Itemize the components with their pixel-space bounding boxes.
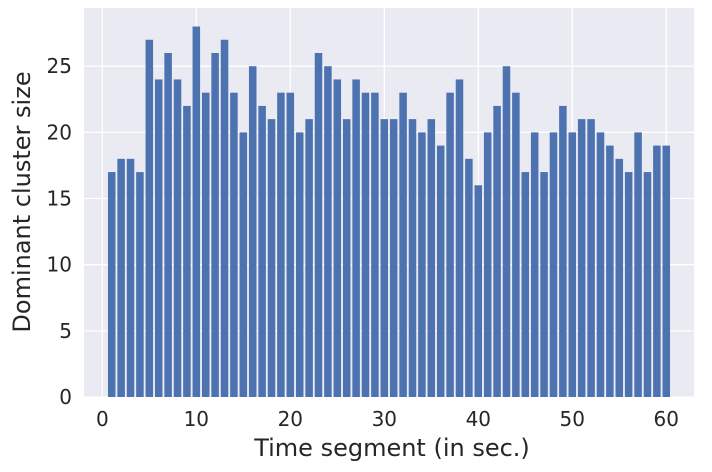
bar <box>493 105 501 398</box>
bar <box>211 52 219 398</box>
y-tick-label: 20 <box>47 120 72 144</box>
bar <box>371 92 379 398</box>
x-axis-label: Time segment (in sec.) <box>253 434 530 462</box>
bar <box>173 79 182 398</box>
bar <box>230 92 238 398</box>
bar <box>568 132 577 397</box>
bar <box>352 79 360 398</box>
bar <box>446 92 454 398</box>
y-tick-label: 15 <box>47 187 72 211</box>
bar <box>192 26 201 398</box>
bar <box>418 132 426 397</box>
bar <box>239 132 248 397</box>
bar <box>136 172 144 397</box>
bar <box>474 185 483 397</box>
y-tick-label: 25 <box>47 54 72 78</box>
bar <box>596 132 605 397</box>
bar <box>361 92 370 398</box>
bar <box>587 119 595 398</box>
bar <box>615 158 624 397</box>
bar <box>117 158 125 397</box>
bar <box>154 79 163 398</box>
x-tick-label: 60 <box>654 407 679 431</box>
bar <box>455 79 464 398</box>
y-axis-label: Dominant cluster size <box>8 71 36 332</box>
bar <box>333 79 342 398</box>
bar <box>559 105 567 398</box>
x-tick-label: 50 <box>560 407 585 431</box>
bar <box>164 52 172 398</box>
bar <box>436 145 445 397</box>
bar <box>389 119 398 398</box>
bar <box>540 172 548 397</box>
bar <box>324 66 332 398</box>
bar <box>295 132 304 397</box>
bar <box>201 92 210 398</box>
y-tick-label: 0 <box>59 385 72 409</box>
y-tick-label: 10 <box>47 253 72 277</box>
bar <box>624 172 633 397</box>
bar <box>286 92 295 398</box>
bar <box>634 132 642 397</box>
x-tick-label: 10 <box>184 407 209 431</box>
y-tick-labels: 0 5 10 15 20 25 <box>47 54 72 409</box>
bar <box>577 119 586 398</box>
bar <box>653 145 661 397</box>
bar <box>258 105 266 398</box>
bar <box>183 105 191 398</box>
bar <box>380 119 389 398</box>
bar <box>408 119 417 398</box>
x-tick-label: 0 <box>96 407 109 431</box>
bar <box>483 132 492 397</box>
bar <box>512 92 520 398</box>
bar <box>530 132 539 397</box>
bar <box>502 66 511 398</box>
bar <box>305 119 313 398</box>
bar <box>465 158 473 397</box>
x-tick-label: 40 <box>466 407 491 431</box>
bar <box>126 158 135 397</box>
bar <box>606 145 614 397</box>
bar <box>267 119 276 398</box>
y-tick-label: 5 <box>59 319 72 343</box>
x-tick-labels: 0 10 20 30 40 50 60 <box>96 407 679 431</box>
x-tick-label: 20 <box>278 407 303 431</box>
bar <box>145 39 154 398</box>
bar <box>277 92 285 398</box>
bar <box>643 172 652 397</box>
bar <box>662 145 671 397</box>
bar <box>399 92 407 398</box>
bar <box>248 66 257 398</box>
bar <box>521 172 530 397</box>
bar <box>220 39 229 398</box>
bar <box>427 119 436 398</box>
bar <box>314 52 323 398</box>
bar <box>107 172 116 397</box>
bar <box>342 119 351 398</box>
bars <box>107 26 671 398</box>
bar <box>549 132 558 397</box>
x-tick-label: 30 <box>372 407 397 431</box>
